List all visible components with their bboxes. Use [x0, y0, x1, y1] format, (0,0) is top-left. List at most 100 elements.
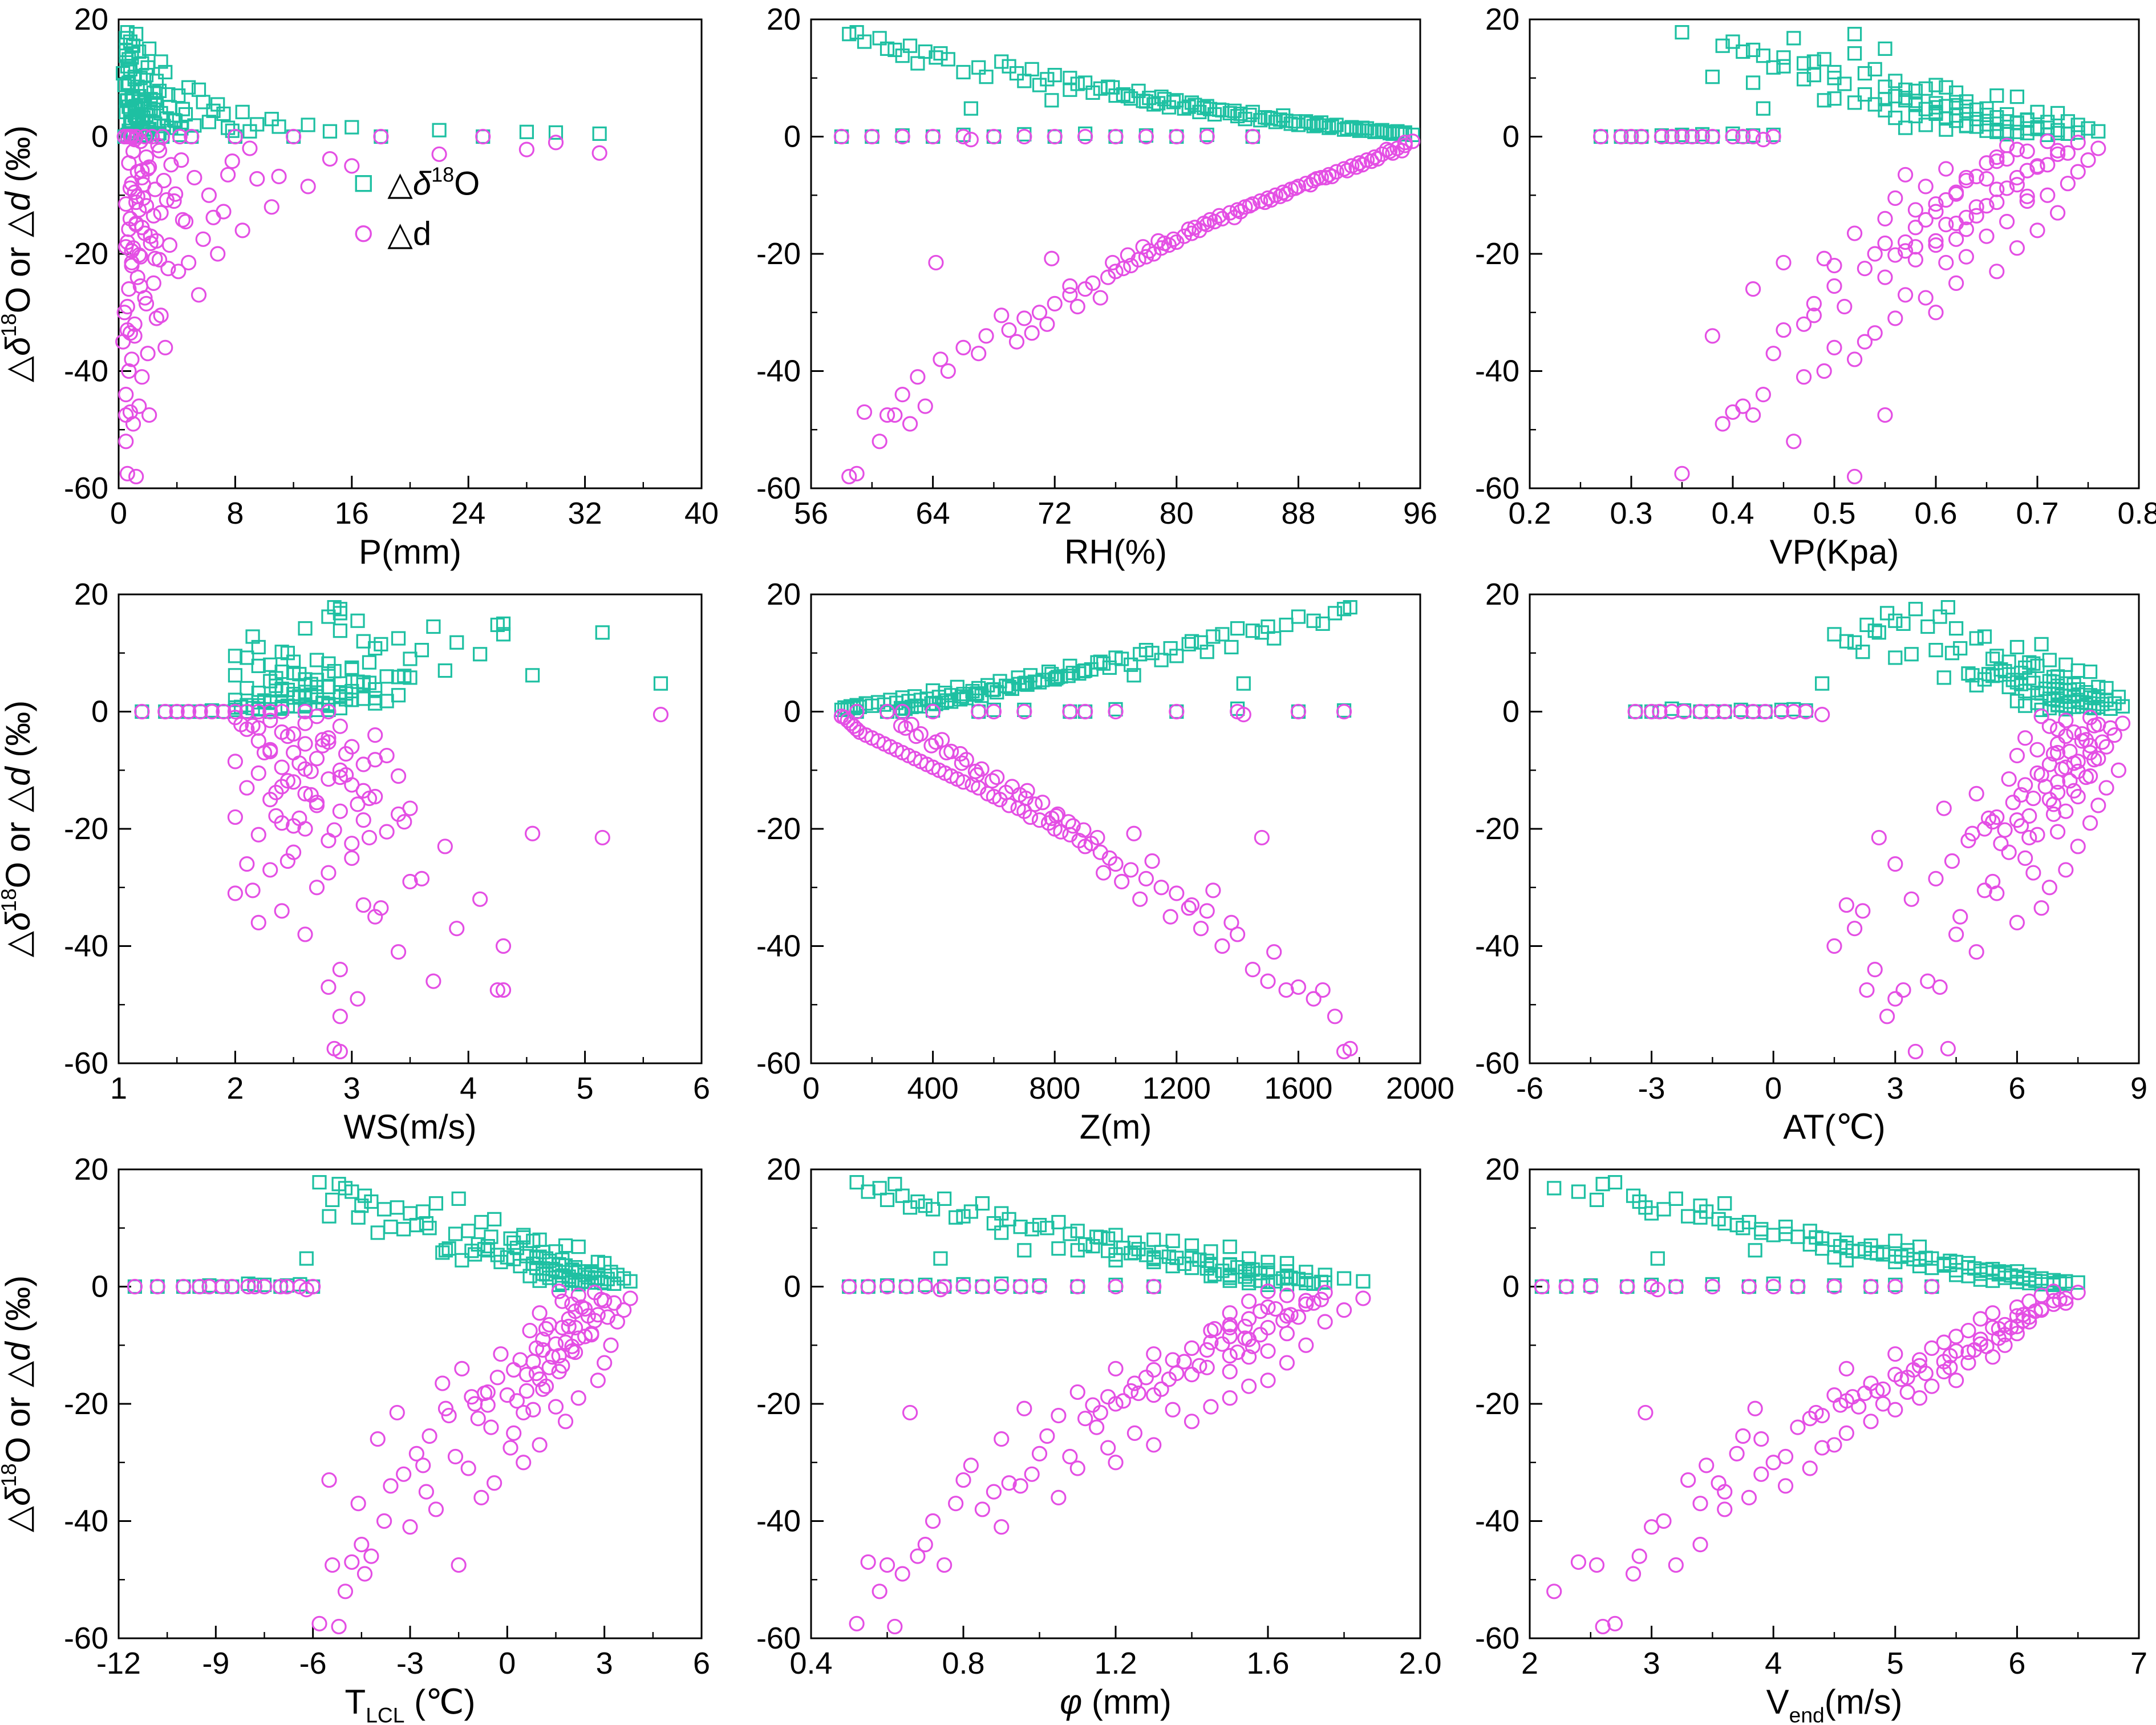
dd-point — [173, 152, 189, 168]
d18o-point — [1778, 1226, 1793, 1241]
dd-point — [268, 784, 284, 800]
dd-point — [1336, 161, 1352, 177]
dd-point — [1928, 204, 1944, 220]
d18o-point — [937, 1191, 952, 1206]
d18o-point — [623, 1274, 638, 1289]
dd-point — [872, 434, 887, 450]
dd-point — [1008, 334, 1025, 350]
dd-point — [1989, 153, 2005, 169]
d18o-point — [1124, 1246, 1138, 1261]
y-tick-label: -60 — [64, 471, 108, 505]
d18o-point — [857, 34, 872, 49]
d18o-point — [1870, 1246, 1885, 1261]
scatter-panel-vp: 0.2 0.3 0.4 0.5 0.6 0.7 0.8 20 0 -20 -40 -60 VP(Kpa) — [1437, 0, 2156, 575]
dd-point — [849, 703, 865, 720]
dd-point — [2041, 718, 2057, 734]
y-tick-label: 20 — [74, 2, 108, 37]
dd-point — [242, 140, 258, 156]
dd-point — [1816, 250, 1832, 266]
y-tick-label: 0 — [91, 120, 108, 154]
dd-point — [475, 128, 491, 145]
dd-point — [1802, 1460, 1818, 1476]
dd-point — [933, 1282, 949, 1298]
dd-point — [337, 1584, 354, 1600]
d18o-point — [1283, 1270, 1298, 1285]
d18o-point — [2082, 665, 2098, 679]
d18o-point — [133, 71, 148, 86]
dd-point — [1846, 921, 1863, 937]
dd-point — [220, 167, 236, 183]
dd-point — [145, 208, 161, 224]
dd-point — [2066, 755, 2082, 771]
x-tick-label: 0.2 — [1508, 496, 1551, 531]
dd-point — [525, 1402, 541, 1418]
dd-point — [1757, 703, 1773, 720]
d18o-point — [383, 1220, 398, 1234]
dd-point — [910, 369, 926, 385]
d18o-point — [1878, 92, 1892, 107]
dd-point — [1798, 703, 1814, 720]
dd-point — [1047, 128, 1063, 145]
d18o-point — [1291, 1272, 1306, 1286]
d18o-point — [240, 650, 254, 665]
dd-point — [2086, 752, 2102, 768]
y-tick-label: 20 — [767, 2, 801, 37]
dd-point — [437, 1400, 454, 1416]
scatter-panel-phi: 0.4 0.8 1.2 1.6 2.0 20 0 -20 -40 -60 φ (mm) — [719, 1150, 1442, 1725]
dd-point — [1120, 247, 1136, 263]
d18o-point — [1985, 651, 2000, 666]
dd-point — [1765, 1278, 1781, 1295]
dd-point — [1108, 1360, 1124, 1376]
d18o-point — [1238, 1264, 1253, 1279]
d18o-point — [1766, 1228, 1781, 1242]
dd-point — [570, 1390, 586, 1406]
d18o-point — [1146, 1232, 1161, 1247]
dd-point — [1092, 290, 1108, 306]
dd-point — [2033, 900, 2049, 916]
d18o-point — [1943, 1257, 1958, 1273]
dd-point — [1684, 128, 1700, 145]
d18o-point — [1203, 1269, 1218, 1283]
dd-point — [122, 180, 139, 196]
d18o-point — [1888, 650, 1903, 665]
d18o-point — [2042, 700, 2057, 715]
d18o-point — [999, 678, 1014, 693]
dd-point — [653, 707, 669, 723]
dd-point — [153, 307, 169, 323]
d18o-point — [968, 687, 983, 702]
d18o-point — [356, 634, 371, 649]
dd-point — [383, 1478, 399, 1494]
dd-point — [128, 468, 144, 485]
d18o-point — [1230, 621, 1245, 636]
dd-point — [1260, 1343, 1276, 1359]
x-tick-label: 0.8 — [942, 1646, 984, 1681]
d18o-point — [473, 647, 488, 662]
dd-point — [1001, 1475, 1017, 1491]
dd-point — [1741, 1278, 1757, 1295]
dd-point — [516, 1455, 532, 1471]
dd-point — [1031, 305, 1048, 321]
dd-point — [1126, 825, 1142, 841]
dd-point — [577, 1301, 593, 1317]
d18o-point — [1343, 600, 1357, 615]
dd-point — [1222, 1319, 1238, 1336]
dd-point — [2041, 880, 2057, 896]
d18o-point — [235, 104, 250, 119]
d18o-point — [1206, 629, 1221, 644]
d18o-point — [1227, 103, 1242, 118]
dd-point — [1887, 247, 1903, 263]
dd-point — [153, 205, 169, 221]
d18o-point — [2058, 657, 2073, 672]
d18o-point — [153, 54, 168, 69]
dd-point — [948, 1496, 964, 1512]
d18o-point — [2050, 125, 2065, 140]
dd-point — [1184, 897, 1200, 913]
d18o-point — [1027, 674, 1043, 689]
dd-point — [2049, 143, 2066, 159]
dd-point — [1897, 167, 1914, 183]
dd-point — [506, 1425, 522, 1441]
d18o-point — [327, 664, 342, 679]
dd-point — [1845, 1389, 1861, 1405]
dd-point — [1108, 1455, 1124, 1471]
dd-point — [262, 703, 278, 720]
